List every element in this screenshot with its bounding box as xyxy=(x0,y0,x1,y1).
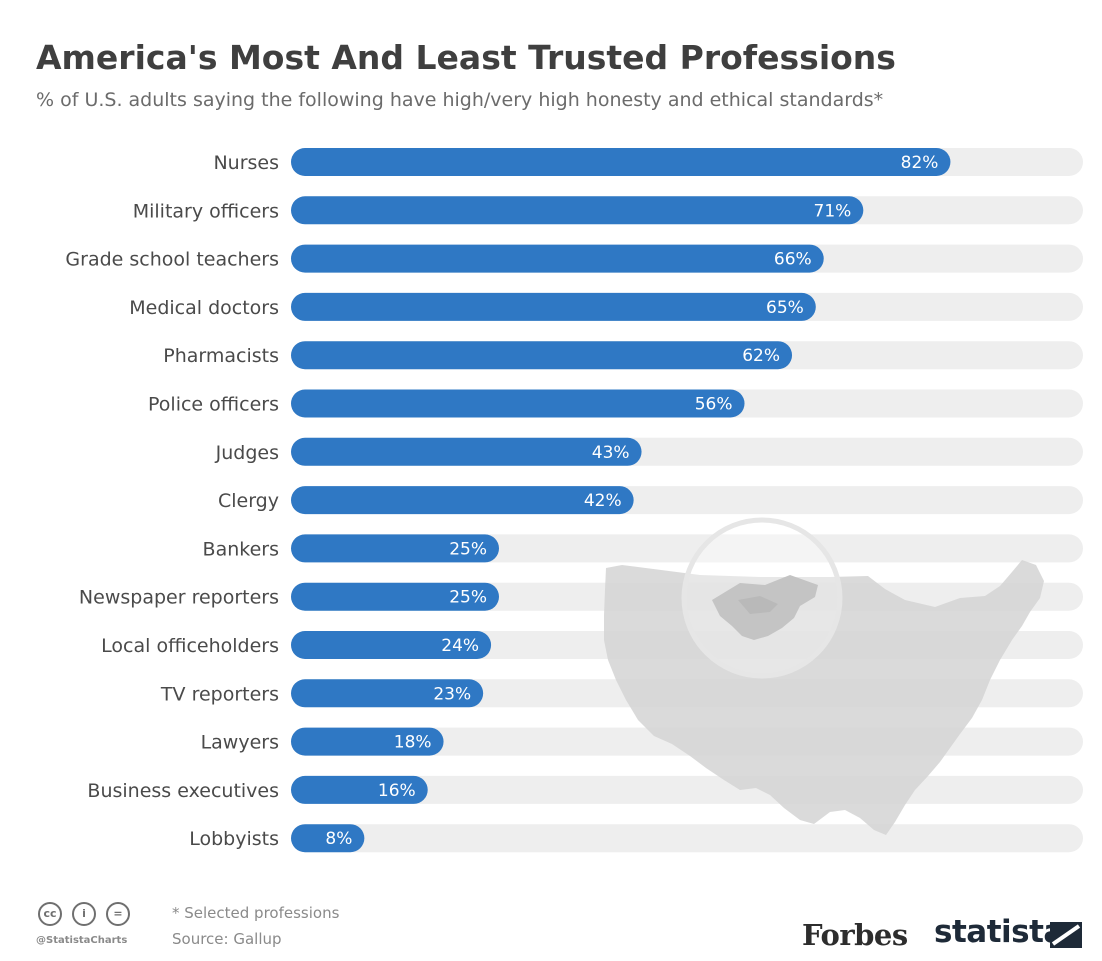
category-label: Grade school teachers xyxy=(65,249,279,271)
statista-logo-mark xyxy=(1050,922,1082,948)
bar xyxy=(291,582,499,611)
bar xyxy=(291,824,365,853)
value-label: 24% xyxy=(441,636,479,656)
category-label: Clergy xyxy=(218,490,279,512)
statista-handle: @StatistaCharts xyxy=(36,935,128,946)
chart-title: America's Most And Least Trusted Profess… xyxy=(36,38,896,77)
value-label: 71% xyxy=(814,201,852,221)
category-label: Bankers xyxy=(203,538,279,560)
category-label: Lawyers xyxy=(201,732,279,754)
category-label: Police officers xyxy=(148,394,279,416)
bars xyxy=(291,148,951,853)
value-labels: 82% 71% 66% 65% 62% 56% 43% 42% 25% 25% 24% 23% 18% 1… xyxy=(325,153,938,849)
source-text: Source: Gallup xyxy=(172,930,282,948)
category-label: Medical doctors xyxy=(129,297,279,319)
statista-logo: statista xyxy=(934,914,1064,950)
bar xyxy=(291,244,824,273)
value-label: 25% xyxy=(449,539,487,559)
us-map-shape xyxy=(604,560,1044,835)
cc-icon: cc xyxy=(38,902,62,926)
bar xyxy=(291,775,428,804)
category-label: Pharmacists xyxy=(163,345,279,367)
value-label: 62% xyxy=(742,346,780,366)
category-label: TV reporters xyxy=(160,683,279,705)
category-label: Business executives xyxy=(87,780,279,802)
category-label: Military officers xyxy=(133,200,279,222)
bar xyxy=(291,389,745,418)
value-label: 56% xyxy=(695,395,733,415)
bar xyxy=(291,679,484,708)
value-label: 43% xyxy=(592,443,630,463)
bar xyxy=(291,437,642,466)
chart-subtitle: % of U.S. adults saying the following ha… xyxy=(36,89,884,111)
value-label: 66% xyxy=(774,250,812,270)
value-label: 82% xyxy=(901,153,939,173)
bar xyxy=(291,148,951,176)
bar xyxy=(291,292,816,321)
forbes-logo: Forbes xyxy=(802,918,908,952)
category-label: Local officeholders xyxy=(101,635,279,657)
footnote: * Selected professions xyxy=(172,904,340,922)
category-label: Newspaper reporters xyxy=(79,587,279,609)
category-label: Judges xyxy=(215,442,279,464)
value-label: 65% xyxy=(766,298,804,318)
value-label: 25% xyxy=(449,588,487,608)
bar xyxy=(291,727,444,756)
bar-chart: Nurses Military officers Grade school teac… xyxy=(65,148,1083,853)
bar xyxy=(291,196,864,225)
category-label: Nurses xyxy=(213,152,279,174)
value-label: 18% xyxy=(394,733,432,753)
bar-track xyxy=(291,824,1083,853)
value-label: 23% xyxy=(433,684,471,704)
bar xyxy=(291,486,634,515)
by-icon: i xyxy=(72,902,96,926)
nd-icon: = xyxy=(106,902,130,926)
bar xyxy=(291,534,499,563)
value-label: 16% xyxy=(378,781,416,801)
bar xyxy=(291,631,492,659)
category-labels: Nurses Military officers Grade school teac… xyxy=(65,152,279,850)
us-map-illustration xyxy=(604,517,1044,835)
value-label: 42% xyxy=(584,491,622,511)
category-label: Lobbyists xyxy=(189,828,279,850)
value-label: 8% xyxy=(325,829,352,849)
bar xyxy=(291,341,793,370)
